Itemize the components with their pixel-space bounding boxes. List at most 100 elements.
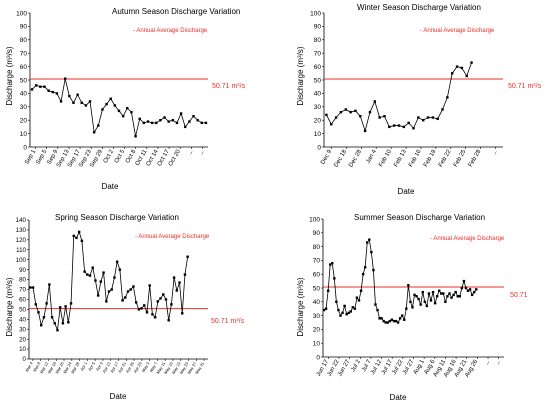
x-tick-label: Jul 7	[361, 358, 373, 373]
data-point	[55, 92, 59, 95]
data-point	[431, 290, 435, 294]
data-point	[431, 116, 435, 119]
data-point	[446, 96, 449, 99]
y-tick-label: 30	[314, 104, 322, 111]
data-point	[196, 119, 199, 122]
data-point	[184, 125, 187, 129]
data-point	[148, 284, 151, 287]
data-point	[412, 127, 415, 130]
data-point	[382, 319, 385, 323]
data-point	[378, 116, 381, 119]
data-point	[143, 304, 146, 307]
x-tick-label: Apr 1	[79, 360, 88, 371]
data-point	[101, 108, 104, 111]
x-tick-label: _	[493, 358, 501, 365]
data-point	[436, 117, 439, 121]
data-point	[183, 273, 187, 276]
data-point	[67, 321, 70, 324]
data-point	[200, 121, 203, 125]
data-point	[91, 266, 94, 269]
data-point	[465, 74, 468, 78]
data-point	[34, 303, 37, 306]
data-point	[374, 303, 377, 306]
y-tick-label: 90	[313, 230, 321, 237]
data-point	[341, 311, 344, 315]
data-point	[137, 308, 141, 311]
x-tick-label: Dec 28	[348, 148, 363, 168]
data-point	[30, 88, 34, 91]
data-point	[421, 290, 424, 294]
data-point	[333, 277, 336, 280]
data-point	[337, 308, 340, 312]
series-line	[30, 230, 189, 331]
y-tick-label: 0	[23, 144, 27, 151]
data-point	[77, 230, 81, 234]
data-point	[150, 121, 154, 125]
data-point	[102, 271, 105, 274]
data-point	[63, 77, 67, 80]
panel-winter-xlabel: Date	[398, 187, 415, 196]
data-point	[331, 261, 334, 265]
x-tick-label: Feb 28	[468, 148, 483, 168]
x-tick-label: May 31	[194, 360, 205, 375]
data-point	[153, 316, 157, 319]
y-tick-label: 100	[16, 257, 27, 264]
data-point	[50, 316, 54, 319]
y-tick-label: 50	[314, 77, 322, 84]
x-tick-label: Apr 29	[132, 360, 143, 373]
data-point	[159, 297, 162, 300]
y-tick-label: 70	[20, 50, 28, 57]
data-point	[68, 94, 71, 98]
data-point	[363, 266, 367, 269]
x-tick-label: Jul 2	[350, 358, 362, 373]
x-tick-label: Dec 9	[320, 148, 333, 165]
data-point	[440, 292, 443, 295]
data-point	[110, 288, 113, 291]
data-point	[415, 295, 418, 298]
panel-spring-xlabel: Date	[110, 392, 127, 401]
data-point	[425, 304, 429, 308]
data-point	[413, 293, 416, 297]
y-tick-label: 30	[19, 326, 26, 333]
data-point	[192, 114, 195, 118]
data-point	[370, 250, 373, 254]
data-point	[460, 66, 464, 70]
data-point	[80, 239, 84, 243]
data-point	[69, 302, 73, 305]
data-point	[383, 114, 386, 118]
data-point	[427, 292, 431, 295]
y-tick-label: 70	[314, 50, 322, 57]
x-tick-label: Feb 13	[393, 148, 408, 168]
data-point	[438, 289, 441, 292]
data-point	[450, 296, 453, 299]
data-point	[462, 279, 466, 283]
data-point	[156, 300, 160, 303]
y-tick-label: 50	[313, 285, 321, 292]
data-point	[343, 304, 346, 308]
y-tick-label: 20	[20, 117, 28, 124]
y-tick-label: 80	[314, 37, 322, 44]
data-point	[328, 263, 332, 266]
data-point	[472, 290, 476, 294]
data-point	[105, 300, 108, 303]
data-point	[172, 276, 176, 279]
data-point	[145, 311, 149, 314]
x-tick-label: Apr 5	[87, 360, 96, 371]
panel-spring-ylabel: Discharge (m³/s)	[5, 277, 14, 336]
data-point	[351, 306, 355, 309]
data-point	[84, 104, 88, 107]
data-point	[455, 65, 459, 68]
data-point	[94, 279, 97, 282]
x-tick-label: May 15	[163, 360, 174, 375]
x-tick-label: Jan 4	[365, 148, 378, 164]
panel-autumn: Autumn Season Discharge Variation - Annu…	[5, 7, 246, 191]
data-point	[402, 125, 406, 129]
data-point	[396, 321, 400, 324]
panel-winter-plot: 0 10 20 30 40 50 60 70 80 90 100 Dec 9 Dec 18 Dec 28 J…	[310, 10, 503, 168]
data-point	[344, 108, 347, 111]
data-point	[354, 109, 357, 113]
data-point	[325, 113, 328, 117]
data-point	[452, 293, 455, 297]
